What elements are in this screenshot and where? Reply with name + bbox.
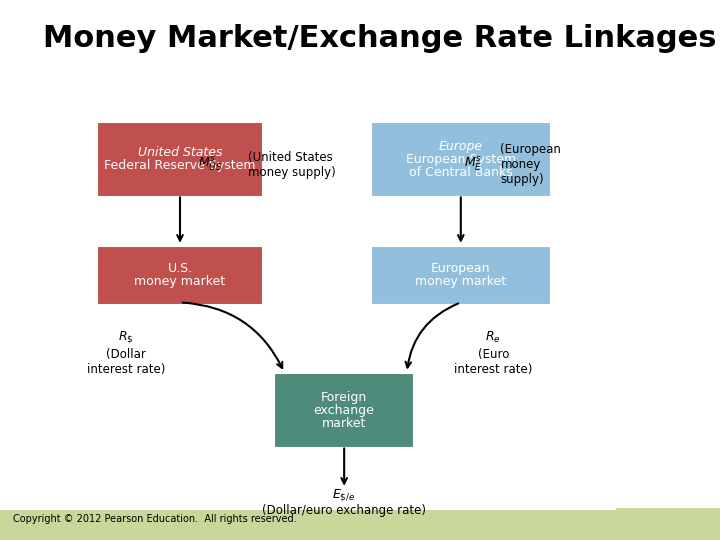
Text: Money Market/Exchange Rate Linkages: Money Market/Exchange Rate Linkages bbox=[43, 24, 716, 53]
Text: United States: United States bbox=[138, 146, 222, 159]
FancyBboxPatch shape bbox=[274, 373, 414, 448]
Text: (Dollar
interest rate): (Dollar interest rate) bbox=[87, 348, 165, 376]
Text: of Central Banks: of Central Banks bbox=[409, 166, 513, 179]
Text: money market: money market bbox=[135, 275, 225, 288]
Text: $M^s_{US}$: $M^s_{US}$ bbox=[198, 156, 222, 173]
Text: Copyright © 2012 Pearson Education.  All rights reserved.: Copyright © 2012 Pearson Education. All … bbox=[13, 515, 297, 524]
Text: (United States
money supply): (United States money supply) bbox=[248, 151, 336, 179]
FancyBboxPatch shape bbox=[371, 122, 551, 197]
FancyBboxPatch shape bbox=[97, 246, 263, 305]
Text: Europe: Europe bbox=[438, 140, 483, 153]
Text: (Euro
interest rate): (Euro interest rate) bbox=[454, 348, 532, 376]
FancyBboxPatch shape bbox=[97, 122, 263, 197]
FancyBboxPatch shape bbox=[371, 246, 551, 305]
Text: 15-2: 15-2 bbox=[646, 510, 690, 529]
Text: U.S.: U.S. bbox=[168, 262, 192, 275]
Text: (European
money
supply): (European money supply) bbox=[500, 143, 562, 186]
Text: exchange: exchange bbox=[313, 404, 374, 417]
Text: European: European bbox=[431, 262, 490, 275]
Text: (Dollar/euro exchange rate): (Dollar/euro exchange rate) bbox=[262, 504, 426, 517]
Text: Foreign: Foreign bbox=[320, 391, 367, 404]
Text: $R_{\$}$: $R_{\$}$ bbox=[118, 329, 134, 346]
Text: $E_{\$/e}$: $E_{\$/e}$ bbox=[333, 488, 356, 504]
Text: market: market bbox=[322, 417, 366, 430]
Text: Federal Reserve System: Federal Reserve System bbox=[104, 159, 256, 172]
Text: European System: European System bbox=[406, 153, 516, 166]
Text: money market: money market bbox=[415, 275, 506, 288]
Text: $M^s_{E}$: $M^s_{E}$ bbox=[464, 156, 482, 173]
Text: $R_{e}$: $R_{e}$ bbox=[485, 330, 501, 345]
